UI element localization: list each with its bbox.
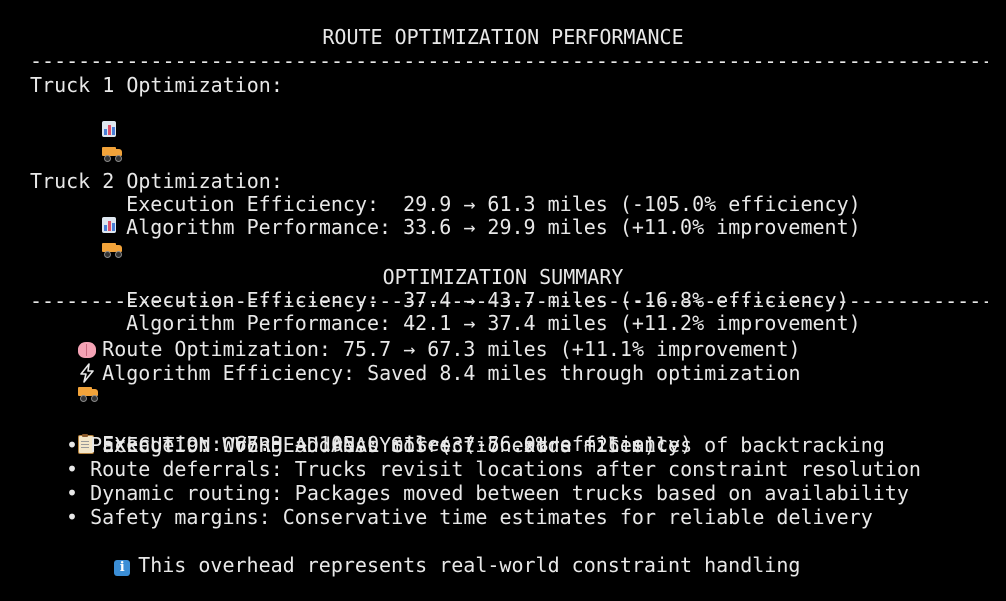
overhead-title-line: EXECUTION OVERHEAD ANALYSIS (37.7 extra … bbox=[30, 409, 668, 457]
route-optimization-line: Route Optimization: 75.7 → 67.3 miles (+… bbox=[30, 313, 801, 361]
info-icon: i bbox=[114, 560, 131, 576]
truck-1-algorithm-text: Algorithm Performance: 33.6 → 29.9 miles… bbox=[126, 215, 861, 239]
truck-icon bbox=[78, 385, 100, 402]
truck-1-algorithm-line: Algorithm Performance: 33.6 → 29.9 miles… bbox=[54, 97, 861, 239]
bar-chart-icon bbox=[102, 121, 117, 137]
truck-2-algorithm-text: Algorithm Performance: 42.1 → 37.4 miles… bbox=[126, 311, 861, 335]
truck-icon bbox=[102, 145, 124, 162]
truck-icon bbox=[102, 241, 124, 258]
truck-2-algorithm-line: Algorithm Performance: 42.1 → 37.4 miles… bbox=[54, 193, 861, 335]
overhead-note-line: i This overhead represents real-world con… bbox=[66, 529, 800, 577]
overhead-bullet: • Route deferrals: Trucks revisit locati… bbox=[66, 457, 921, 481]
execution-summary-text: Execution: 67.3 → 105.0 miles (-56.0% ef… bbox=[102, 432, 693, 456]
truck-2-header: Truck 2 Optimization: bbox=[30, 169, 283, 193]
divider: ----------------------------------------… bbox=[30, 289, 988, 313]
route-optimization-text: Route Optimization: 75.7 → 67.3 miles (+… bbox=[102, 337, 801, 361]
overhead-bullet: • Dynamic routing: Packages moved betwee… bbox=[66, 481, 909, 505]
divider: ----------------------------------------… bbox=[30, 49, 988, 73]
truck-1-execution-text: Execution Efficiency: 29.9 → 61.3 miles … bbox=[126, 192, 861, 216]
overhead-title: EXECUTION OVERHEAD ANALYSIS (37.7 extra … bbox=[102, 433, 669, 457]
truck-1-header: Truck 1 Optimization: bbox=[30, 73, 283, 97]
truck-2-execution-text: Execution Efficiency: 37.4 → 43.7 miles … bbox=[126, 288, 849, 312]
report-title: ROUTE OPTIMIZATION PERFORMANCE bbox=[322, 25, 684, 49]
overhead-bullet: • Package 9: Wrong address correction ad… bbox=[66, 433, 885, 457]
truck-1-execution-line: Execution Efficiency: 29.9 → 61.3 miles … bbox=[54, 121, 861, 216]
summary-title: OPTIMIZATION SUMMARY bbox=[382, 265, 624, 289]
lightning-bolt-icon bbox=[80, 363, 94, 383]
execution-summary-line: Execution: 67.3 → 105.0 miles (-56.0% ef… bbox=[30, 361, 692, 456]
terminal-window: ROUTE OPTIMIZATION PERFORMANCE ---------… bbox=[30, 25, 988, 577]
truck-2-execution-line: Execution Efficiency: 37.4 → 43.7 miles … bbox=[54, 217, 849, 312]
overhead-note-text: This overhead represents real-world cons… bbox=[138, 553, 801, 577]
clipboard-icon bbox=[78, 434, 95, 454]
overhead-bullet: • Safety margins: Conservative time esti… bbox=[66, 505, 873, 529]
bar-chart-icon bbox=[102, 217, 117, 233]
algorithm-efficiency-text: Algorithm Efficiency: Saved 8.4 miles th… bbox=[102, 361, 801, 385]
algorithm-efficiency-line: Algorithm Efficiency: Saved 8.4 miles th… bbox=[30, 337, 801, 385]
brain-icon bbox=[78, 342, 97, 358]
